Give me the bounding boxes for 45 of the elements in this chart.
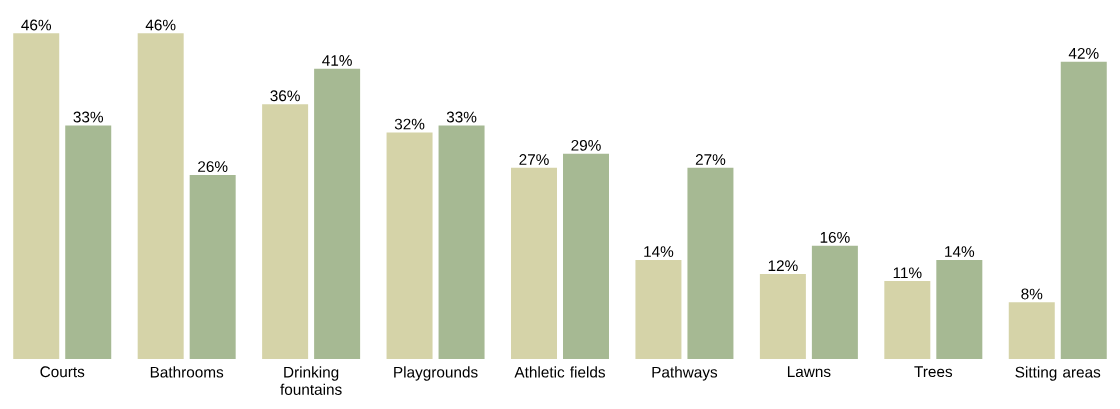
x-tick-label: Courts (40, 366, 85, 378)
bar (386, 132, 433, 359)
data-label: 12% (768, 260, 798, 272)
data-label: 27% (695, 154, 726, 165)
data-label: 33% (73, 111, 104, 123)
data-label: 26% (198, 161, 228, 172)
bar (13, 33, 60, 359)
bar (189, 174, 236, 359)
data-label: 29% (571, 139, 601, 151)
x-tick-label: Pathways (652, 366, 718, 381)
data-label: 36% (270, 90, 300, 102)
x-tick-label: Lawns (787, 366, 831, 378)
bar (314, 68, 361, 359)
data-label: 33% (446, 111, 477, 123)
bar (438, 125, 485, 359)
x-tick-label: Sitting areas (1015, 366, 1101, 381)
bar (1060, 61, 1107, 359)
data-label: 11% (893, 267, 922, 279)
bar (936, 259, 983, 359)
bar (1008, 302, 1055, 359)
data-label: 27% (519, 154, 549, 165)
data-label: 41% (322, 55, 352, 66)
bar (137, 33, 184, 359)
bar (884, 281, 931, 359)
x-tick-label: Drinking fountains (280, 366, 342, 395)
bar (262, 104, 309, 359)
x-tick-label: Bathrooms (150, 366, 224, 378)
x-tick-label: Playgrounds (394, 366, 478, 381)
x-tick-label: Trees (914, 366, 953, 378)
bar (65, 125, 112, 359)
bar (563, 153, 609, 359)
bar (759, 274, 806, 359)
x-tick-label: Athletic fields (514, 366, 606, 378)
data-label: 14% (945, 246, 975, 257)
data-label: 8% (1021, 288, 1043, 300)
data-label: 16% (820, 231, 850, 243)
bar (635, 259, 682, 359)
data-label: 32% (394, 118, 425, 130)
data-label: 46% (145, 19, 176, 31)
bar (511, 167, 557, 359)
data-label: 42% (1068, 47, 1099, 59)
data-label: 46% (21, 19, 52, 31)
data-label: 14% (644, 246, 674, 257)
bar (811, 245, 858, 359)
bar (687, 167, 734, 359)
